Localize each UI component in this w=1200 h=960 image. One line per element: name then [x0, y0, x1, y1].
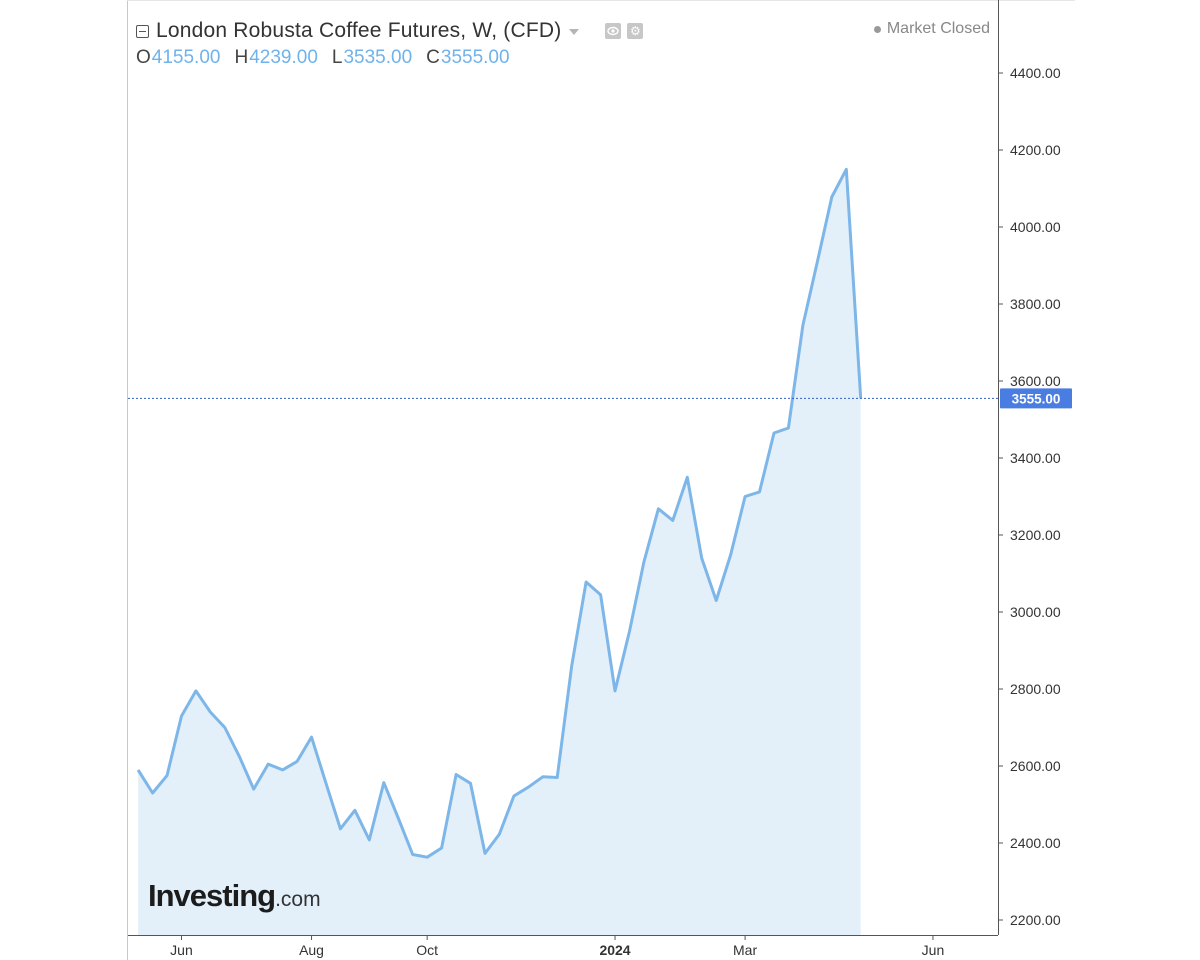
x-tick-label: Jun — [922, 942, 945, 958]
logo-main-text: Investing — [148, 878, 276, 913]
ohlc-open-value: 4155.00 — [151, 47, 221, 68]
last-price-label: 3555.00 — [1012, 391, 1061, 406]
y-tick-label: 3400.00 — [1010, 450, 1061, 466]
axes: 2200.00 2400.00 2600.00 2800.00 3000.00 3200.… — [128, 0, 1061, 958]
collapse-square-icon[interactable] — [136, 24, 149, 38]
chart-legend: London Robusta Coffee Futures, W, (CFD) … — [136, 17, 644, 73]
ohlc-low-value: 3535.00 — [343, 47, 413, 68]
x-tick-label: Mar — [733, 942, 757, 958]
status-dot-icon — [873, 25, 881, 33]
price-label-layer: 3555.00 — [1000, 388, 1072, 409]
y-tick-label: 3800.00 — [1010, 296, 1061, 312]
chart-title: London Robusta Coffee Futures, W, (CFD) — [156, 19, 562, 42]
price-line — [136, 167, 863, 859]
ohlc-close-key: C — [426, 47, 440, 68]
y-tick-label: 4400.00 — [1010, 65, 1061, 81]
title-row: London Robusta Coffee Futures, W, (CFD) … — [136, 17, 644, 45]
last-price-label-bg — [1000, 388, 1072, 409]
caret-down-icon[interactable] — [569, 29, 580, 35]
plot-area — [128, 167, 998, 936]
gear-icon[interactable]: ⚙ — [627, 23, 644, 39]
ohlc-open: O4155.00 — [136, 47, 220, 69]
ohlc-high: H4239.00 — [234, 47, 317, 69]
market-status: Market Closed — [873, 20, 990, 38]
gear-glyph: ⚙ — [630, 24, 641, 38]
ohlc-open-key: O — [136, 47, 151, 68]
y-tick-label: 2400.00 — [1010, 835, 1061, 851]
ohlc-high-key: H — [234, 47, 249, 68]
y-tick-label: 2200.00 — [1010, 912, 1061, 928]
ohlc-row: O4155.00 H4239.00 L3535.00 C3555.00 — [136, 47, 643, 73]
ohlc-close-value: 3555.00 — [440, 47, 510, 68]
area-fill — [138, 169, 861, 936]
y-tick-label: 4000.00 — [1010, 219, 1061, 235]
y-tick-label: 2600.00 — [1010, 758, 1061, 774]
ohlc-high-value: 4239.00 — [249, 47, 318, 68]
y-tick-label: 2800.00 — [1010, 681, 1061, 697]
y-tick-label: 3600.00 — [1010, 373, 1061, 389]
ohlc-low-key: L — [331, 47, 343, 68]
y-tick-label: 3000.00 — [1010, 604, 1061, 620]
x-tick-label: Aug — [299, 942, 324, 958]
ohlc-close: C3555.00 — [426, 47, 509, 69]
investing-logo: Investing.com — [148, 878, 321, 914]
logo-suffix-text: .com — [275, 888, 321, 911]
eye-icon[interactable] — [605, 23, 622, 39]
y-tick-label: 3200.00 — [1010, 527, 1061, 543]
x-tick-label: 2024 — [599, 942, 630, 958]
market-status-text: Market Closed — [886, 20, 990, 37]
ohlc-low: L3535.00 — [332, 47, 412, 69]
x-tick-label: Jun — [170, 942, 193, 958]
y-tick-label: 4200.00 — [1010, 142, 1061, 158]
eye-glyph — [607, 26, 620, 36]
x-tick-label: Oct — [416, 942, 438, 958]
